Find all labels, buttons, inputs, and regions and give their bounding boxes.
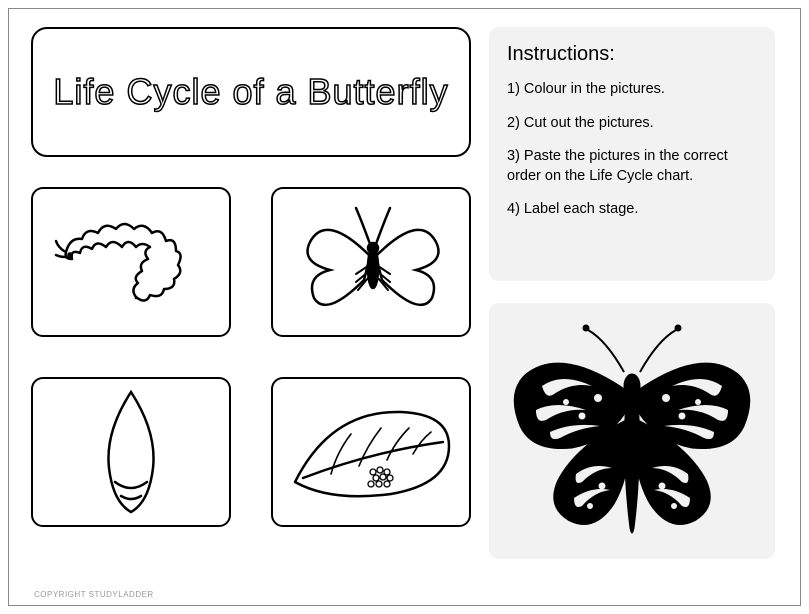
- cards-grid: [31, 187, 471, 527]
- ornate-butterfly-icon: [502, 316, 762, 546]
- page-frame: Life Cycle of a Butterfly: [8, 8, 801, 606]
- decorative-panel: [489, 303, 775, 559]
- card-caterpillar: [31, 187, 231, 337]
- worksheet-title: Life Cycle of a Butterfly: [53, 71, 448, 112]
- worksheet-inner: Life Cycle of a Butterfly: [31, 27, 778, 583]
- card-butterfly-outline: [271, 187, 471, 337]
- left-column: Life Cycle of a Butterfly: [31, 27, 471, 583]
- card-chrysalis: [31, 377, 231, 527]
- leaf-eggs-icon: [281, 392, 461, 512]
- copyright-text: COPYRIGHT STUDYLADDER: [34, 590, 154, 599]
- right-column: Instructions: 1) Colour in the pictures.…: [489, 27, 775, 583]
- instruction-item: 1) Colour in the pictures.: [507, 80, 757, 100]
- caterpillar-icon: [46, 207, 216, 317]
- instruction-item: 2) Cut out the pictures.: [507, 114, 757, 134]
- instruction-item: 3) Paste the pictures in the correct ord…: [507, 147, 757, 186]
- title-box: Life Cycle of a Butterfly: [31, 27, 471, 157]
- instructions-heading: Instructions:: [507, 43, 757, 66]
- instructions-panel: Instructions: 1) Colour in the pictures.…: [489, 27, 775, 281]
- chrysalis-icon: [71, 382, 191, 522]
- card-leaf-eggs: [271, 377, 471, 527]
- instructions-list: 1) Colour in the pictures. 2) Cut out th…: [507, 80, 757, 220]
- instruction-item: 4) Label each stage.: [507, 200, 757, 220]
- butterfly-outline-icon: [286, 192, 456, 332]
